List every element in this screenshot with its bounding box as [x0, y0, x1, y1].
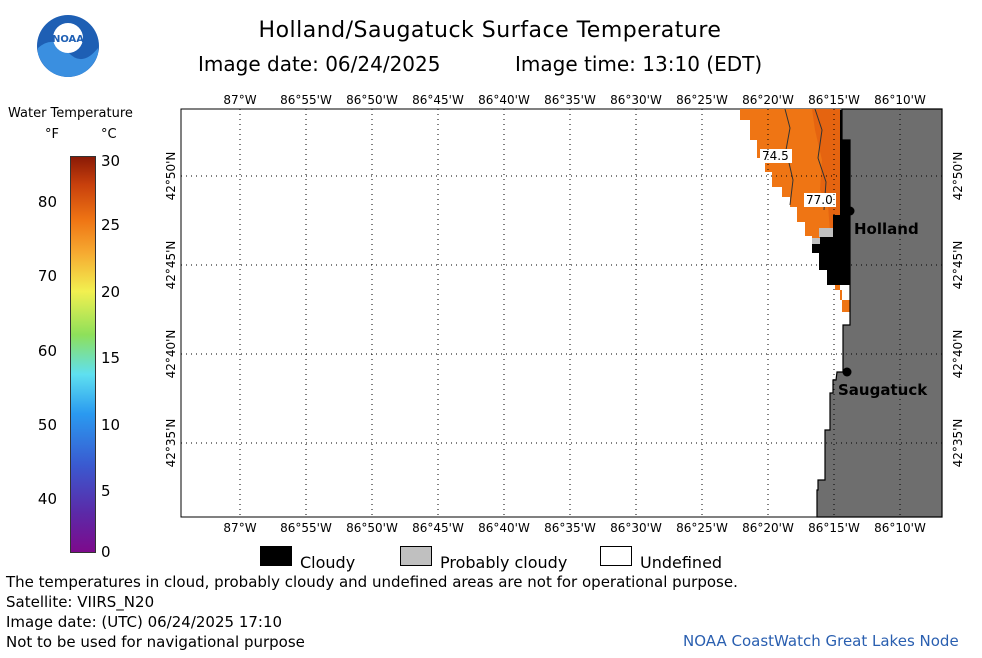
lon-label-bottom: 86°20'W: [742, 521, 794, 535]
c-tick: 15: [101, 349, 121, 367]
satellite-info: Satellite: VIIRS_N20: [6, 593, 155, 611]
c-tick: 5: [101, 482, 111, 500]
navigation-warning: Not to be used for navigational purpose: [6, 633, 305, 651]
lon-label-top: 86°30'W: [610, 93, 662, 107]
probably-cloudy-area: [812, 238, 820, 245]
isotherm-label: 74.5: [762, 149, 789, 163]
lon-label-bottom: 86°40'W: [478, 521, 530, 535]
c-tick: 0: [101, 543, 111, 561]
lon-label-bottom: 86°35'W: [544, 521, 596, 535]
noaa-logo-icon: NOAA: [36, 14, 100, 82]
lon-label-bottom: 87°W: [223, 521, 256, 535]
f-tick: 80: [37, 193, 57, 211]
lat-label-right: 42°50'N: [951, 152, 965, 201]
lat-label-left: 42°50'N: [164, 152, 178, 201]
c-tick: 10: [101, 416, 121, 434]
saugatuck-marker: [842, 367, 852, 377]
lon-label-top: 86°55'W: [280, 93, 332, 107]
lon-label-top: 86°40'W: [478, 93, 530, 107]
lon-label-top: 86°50'W: [346, 93, 398, 107]
probably-cloudy-swatch: [400, 546, 432, 566]
c-tick: 20: [101, 283, 121, 301]
image-date: Image date: 06/24/2025: [198, 52, 441, 76]
lon-label-top: 86°45'W: [412, 93, 464, 107]
lon-label-bottom: 86°50'W: [346, 521, 398, 535]
holland-marker: [845, 206, 855, 216]
credit-text: NOAA CoastWatch Great Lakes Node: [683, 632, 959, 650]
f-tick: 70: [37, 267, 57, 285]
cloudy-swatch: [260, 546, 292, 566]
lon-label-bottom: 86°55'W: [280, 521, 332, 535]
unit-celsius: °C: [101, 127, 117, 142]
utc-date: Image date: (UTC) 06/24/2025 17:10: [6, 613, 283, 631]
f-tick: 50: [37, 416, 57, 434]
lon-label-top: 86°10'W: [874, 93, 926, 107]
probably-cloudy-area: [819, 228, 833, 237]
lat-label-right: 42°40'N: [951, 330, 965, 379]
image-time: Image time: 13:10 (EDT): [515, 52, 763, 76]
place-label-holland: Holland: [854, 220, 919, 238]
lon-label-top: 87°W: [223, 93, 256, 107]
c-tick: 25: [101, 216, 121, 234]
place-label-saugatuck: Saugatuck: [838, 381, 928, 399]
lon-label-top: 86°15'W: [808, 93, 860, 107]
lat-label-right: 42°45'N: [951, 241, 965, 290]
probably-cloudy-label: Probably cloudy: [440, 553, 568, 572]
disclaimer-note: The temperatures in cloud, probably clou…: [6, 573, 738, 591]
f-tick: 60: [37, 342, 57, 360]
lon-label-top: 86°25'W: [676, 93, 728, 107]
graticule: [181, 109, 942, 517]
temperature-colorbar: [70, 156, 96, 553]
isotherm-line: [814, 108, 827, 211]
legend-title: Water Temperature: [8, 106, 133, 121]
unit-fahrenheit: °F: [45, 127, 59, 142]
lon-label-top: 86°35'W: [544, 93, 596, 107]
temperature-map: 74.5 77.0 Holland Saugatuck 87°W 86°55'W…: [164, 93, 965, 535]
land-region: [816, 108, 943, 518]
map-title: Holland/Saugatuck Surface Temperature: [258, 18, 722, 43]
lon-label-bottom: 86°10'W: [874, 521, 926, 535]
f-tick: 40: [37, 490, 57, 508]
undefined-label: Undefined: [640, 553, 723, 572]
logo-text: NOAA: [52, 34, 84, 45]
isotherm-label-bg: [804, 193, 836, 207]
lat-label-left: 42°40'N: [164, 330, 178, 379]
undefined-swatch: [600, 546, 632, 566]
isotherm-label: 77.0: [806, 193, 833, 207]
lon-label-bottom: 86°15'W: [808, 521, 860, 535]
lon-label-top: 86°20'W: [742, 93, 794, 107]
lon-label-bottom: 86°30'W: [610, 521, 662, 535]
lon-label-bottom: 86°25'W: [676, 521, 728, 535]
c-tick: 30: [101, 152, 121, 170]
lat-label-right: 42°35'N: [951, 419, 965, 468]
lat-label-left: 42°45'N: [164, 241, 178, 290]
cloud-region: [812, 110, 850, 285]
lon-label-bottom: 86°45'W: [412, 521, 464, 535]
cloudy-label: Cloudy: [300, 553, 356, 572]
lat-label-left: 42°35'N: [164, 419, 178, 468]
